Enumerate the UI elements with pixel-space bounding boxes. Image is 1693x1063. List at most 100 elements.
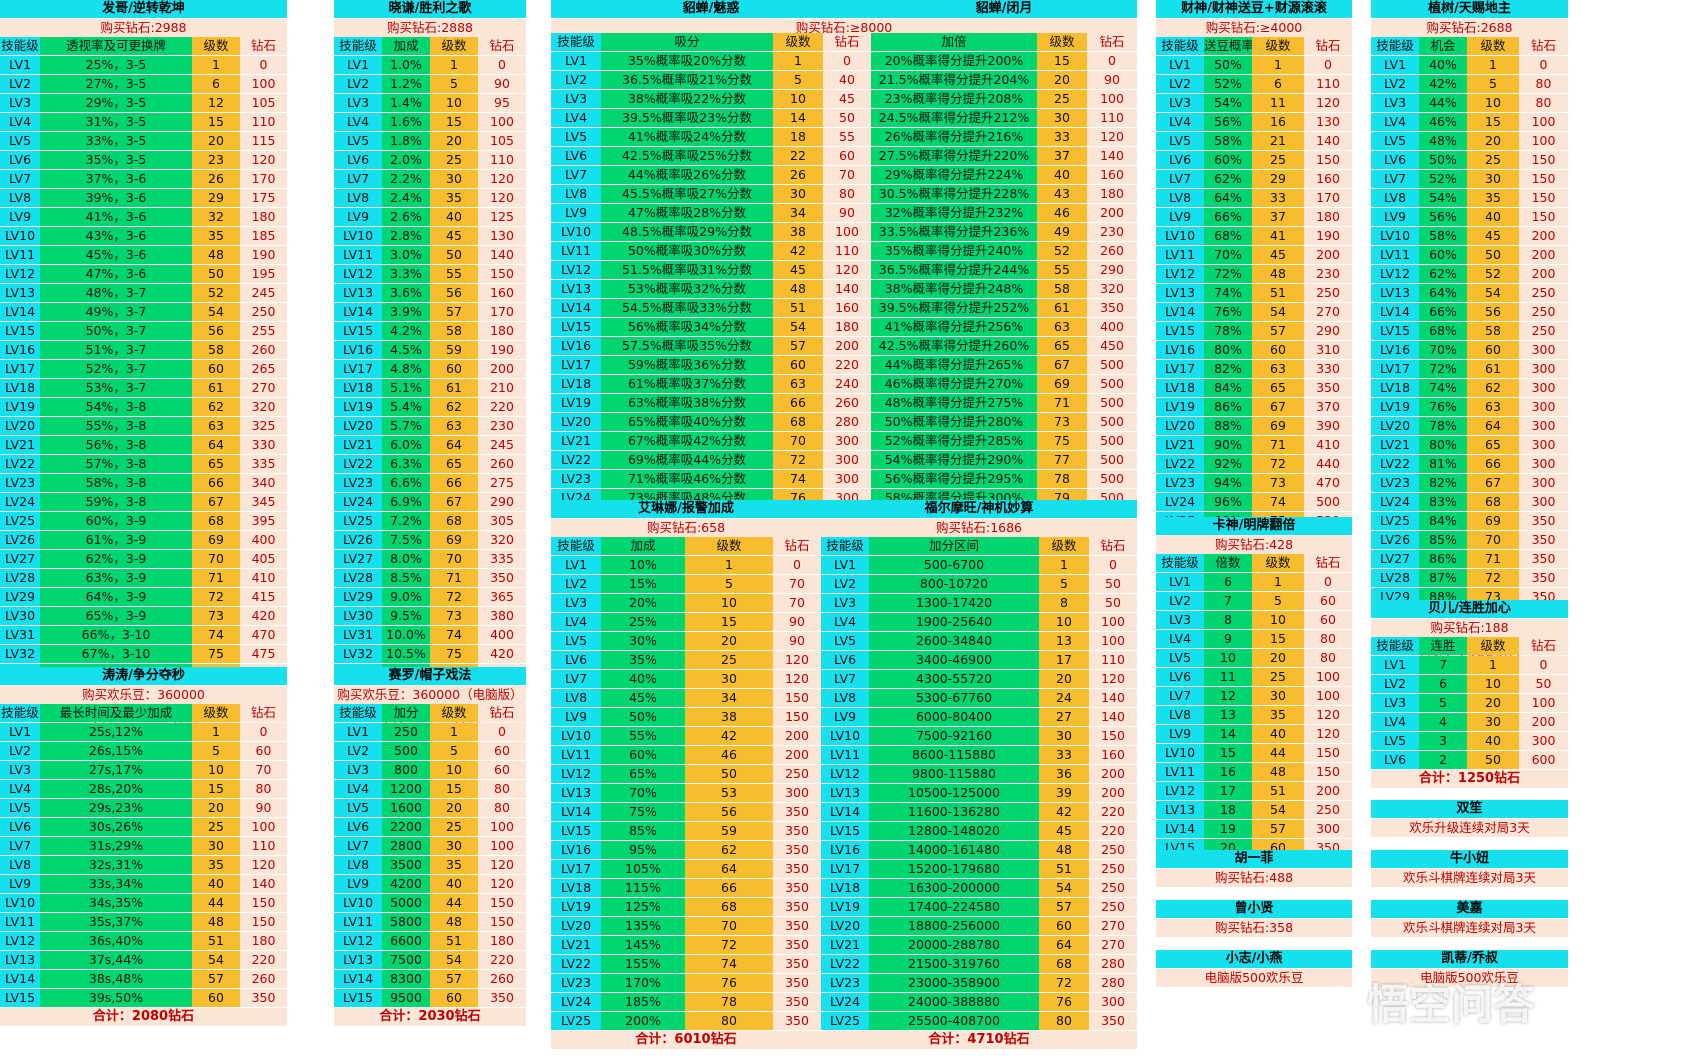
table-row: 50%概率得分提升280% 73 500 (871, 412, 1137, 432)
diaochan-subtitle: 购买钻石:≥8000 (551, 19, 1137, 37)
table-cell: LV21 (821, 935, 869, 955)
table-cell: LV13 (551, 783, 601, 803)
table-cell: 410 (1304, 435, 1352, 455)
table-cell: 70 (192, 549, 240, 569)
table-cell: LV16 (334, 340, 382, 360)
table-cell: 120 (823, 260, 871, 280)
table-cell: 58% (1419, 226, 1467, 246)
table-cell: LV6 (334, 150, 382, 170)
skill-table-fage: 发哥/逆转乾坤 购买钻石:2988 技能级 透视率及可更换牌 级数 钻石 LV1 25%，3-… (0, 0, 287, 739)
table-cell: 230 (478, 416, 526, 436)
table-title: 植树/天赐地主 (1371, 0, 1568, 19)
table-cell: 49%，3-7 (40, 302, 192, 322)
table-row: LV16 14000-161480 48 250 (821, 840, 1137, 860)
table-cell: LV13 (1371, 283, 1419, 303)
table-cell: 0 (1087, 51, 1137, 71)
table-cell: 150 (1089, 726, 1137, 746)
table-cell: 25 (430, 817, 478, 837)
table-cell: 120 (478, 874, 526, 894)
table-cell: 41%概率得分提升256% (871, 317, 1037, 337)
table-cell: 170 (1304, 188, 1352, 208)
table-cell: 41%概率吸24%分数 (601, 127, 773, 147)
column-header: 加倍 (871, 33, 1037, 52)
table-cell: 18800-256000 (869, 916, 1039, 936)
table-cell: LV11 (334, 245, 382, 265)
table-cell: 58%，3-8 (40, 473, 192, 493)
skill-table-zhishu: 植树/天赐地主 购买钻石:2688 技能级 机会 级数 钻石 LV1 40% 1 0 LV2 42% 5… (1371, 0, 1568, 663)
table-cell: 39 (1039, 783, 1089, 803)
table-cell: 69 (1252, 416, 1304, 436)
table-cell: 54 (192, 950, 240, 970)
table-row: LV19 125% 68 350 (551, 897, 821, 917)
table-row: LV11 16 48 150 (1156, 762, 1352, 782)
table-cell: 7500 (382, 950, 430, 970)
table-row: LV15 56%概率吸34%分数 54 180 (551, 317, 871, 337)
table-cell: 10 (1204, 648, 1252, 668)
table-cell: 0 (773, 555, 821, 575)
table-cell: 63 (773, 374, 823, 394)
table-cell: LV7 (551, 165, 601, 185)
table-row: LV7 52% 30 150 (1371, 169, 1568, 189)
table-cell: LV22 (551, 450, 601, 470)
table-cell: 1.0% (382, 55, 430, 75)
table-cell: 50 (192, 264, 240, 284)
table-cell: 54 (1252, 302, 1304, 322)
table-row: 48%概率得分提升275% 71 500 (871, 393, 1137, 413)
table-row: LV18 16300-200000 54 250 (821, 878, 1137, 898)
table-total: 合计：4710钻石 (821, 1031, 1137, 1049)
table-cell: 195 (240, 264, 287, 284)
table-cell: 74 (1252, 492, 1304, 512)
table-cell: 600 (1519, 750, 1568, 770)
column-header: 钻石 (823, 33, 871, 52)
table-cell: 500 (1087, 412, 1137, 432)
table-cell: 71 (1467, 549, 1519, 569)
table-row: LV12 51.5%概率吸31%分数 45 120 (551, 260, 871, 280)
table-cell: 64% (1204, 188, 1252, 208)
table-cell: 54% (1419, 188, 1467, 208)
table-cell: LV31 (0, 625, 40, 645)
table-cell: 110 (478, 150, 526, 170)
table-cell: 48%概率得分提升275% (871, 393, 1037, 413)
table-cell: 65 (430, 454, 478, 474)
table-cell: 26 (773, 165, 823, 185)
table-cell: 25500-408700 (869, 1011, 1039, 1031)
table-cell: LV11 (1156, 762, 1204, 782)
table-cell: 6 (192, 74, 240, 94)
table-cell: 64 (1467, 416, 1519, 436)
table-cell: 0 (240, 722, 287, 742)
info-title: 小志/小燕 (1156, 950, 1352, 969)
table-cell: 25 (1037, 89, 1087, 109)
table-cell: 10.0% (382, 625, 430, 645)
table-row: LV6 2 50 600 (1371, 750, 1568, 770)
table-cell: 39s,50% (40, 988, 192, 1008)
table-cell: 1 (1252, 55, 1304, 75)
table-row: LV26 85% 70 350 (1371, 530, 1568, 550)
skill-table-taotao: 涛涛/争分夺秒 购买欢乐豆：360000 技能级 最长时间及最少加成 级数 钻石 LV1 25… (0, 667, 287, 1026)
column-header: 级数 (1037, 33, 1087, 52)
table-cell: 300 (823, 450, 871, 470)
table-cell: 30 (1039, 726, 1089, 746)
table-row: LV15 9500 60 350 (334, 988, 526, 1008)
table-cell: 42% (1419, 74, 1467, 94)
table-cell: 30.5%概率得分提升228% (871, 184, 1037, 204)
table-cell: 1 (1039, 555, 1089, 575)
table-row: LV9 33s,34% 40 140 (0, 874, 287, 894)
table-cell: LV5 (1156, 131, 1204, 151)
table-cell: LV14 (334, 969, 382, 989)
table-title: 晓谦/胜利之歌 (334, 0, 526, 19)
table-row: LV10 68% 41 190 (1156, 226, 1352, 246)
table-cell: LV25 (821, 1011, 869, 1031)
table-cell: 150 (773, 707, 821, 727)
table-row: LV31 10.0% 74 400 (334, 625, 526, 645)
table-cell: LV22 (1371, 454, 1419, 474)
table-cell: 10.5% (382, 644, 430, 664)
table-row: LV19 76% 63 300 (1371, 397, 1568, 417)
table-cell: 450 (1087, 336, 1137, 356)
table-cell: LV18 (1371, 378, 1419, 398)
table-row: LV8 3500 35 120 (334, 855, 526, 875)
table-row: LV31 66%，3-10 74 470 (0, 625, 287, 645)
table-cell: 51 (192, 931, 240, 951)
table-cell: 65% (601, 764, 685, 784)
table-cell: 500 (1087, 469, 1137, 489)
table-cell: 10 (1252, 610, 1304, 630)
